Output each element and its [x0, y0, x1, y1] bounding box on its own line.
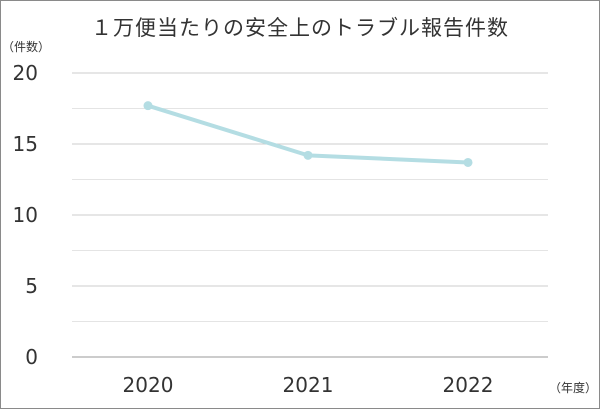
- series-lines: [143, 101, 473, 167]
- x-tick-label: 2021: [283, 373, 334, 397]
- y-tick-label: 15: [13, 132, 38, 156]
- y-tick-label: 20: [13, 61, 38, 85]
- y-tick-label: 5: [25, 274, 38, 298]
- y-tick-label: 10: [13, 203, 38, 227]
- x-tick-label: 2022: [443, 373, 494, 397]
- y-tick-label: 0: [25, 345, 38, 369]
- chart-title: １万便当たりの安全上のトラブル報告件数: [91, 16, 509, 40]
- data-point: [143, 101, 153, 111]
- data-point: [303, 150, 313, 160]
- y-tick-labels: 0 5 10 15 20: [13, 61, 38, 369]
- y-axis-label: （件数）: [2, 40, 51, 54]
- x-axis-label: （年度）: [549, 381, 598, 395]
- x-tick-label: 2020: [123, 373, 174, 397]
- gridlines: [72, 72, 548, 358]
- x-tick-labels: 2020 2021 2022: [123, 373, 494, 397]
- data-point: [463, 157, 473, 167]
